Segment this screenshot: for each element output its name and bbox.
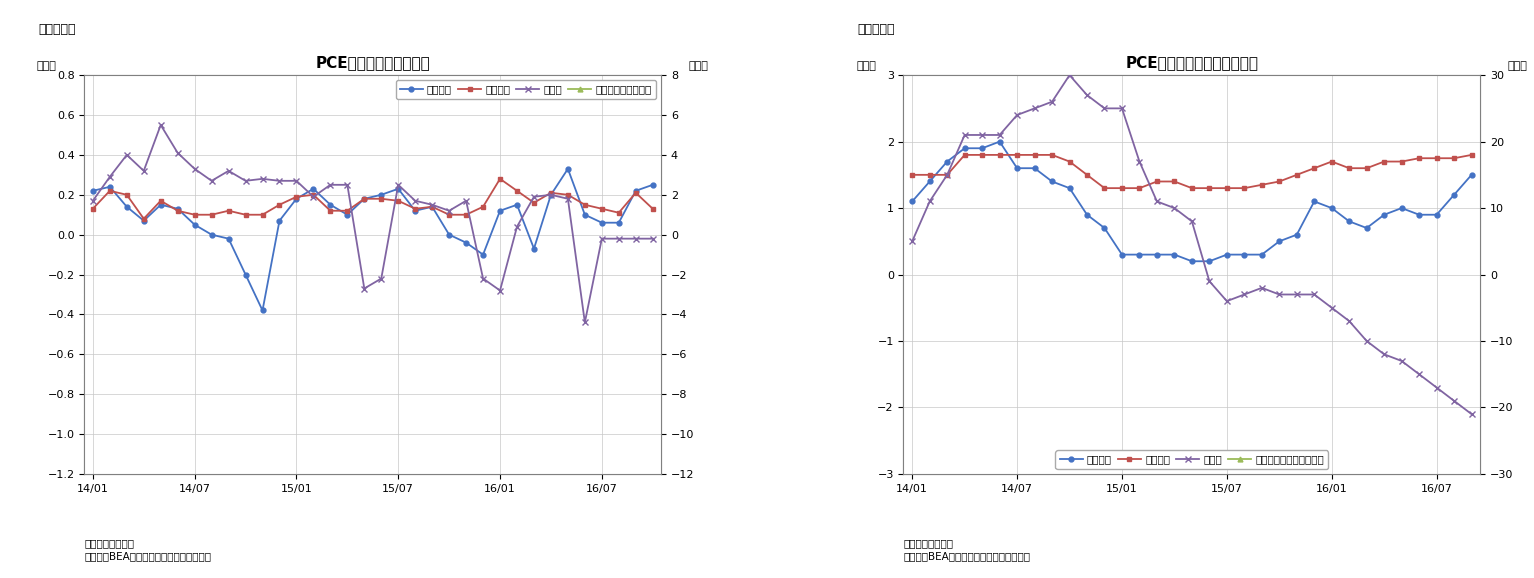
Text: （注）季節調整済
（資料）BEAよりニッセイ基礎研究所作成: （注）季節調整済 （資料）BEAよりニッセイ基礎研究所作成 bbox=[904, 538, 1031, 561]
Title: PCE価格指数（前年同月比）: PCE価格指数（前年同月比） bbox=[1126, 55, 1258, 70]
Text: （％）: （％） bbox=[37, 61, 57, 71]
Text: （％）: （％） bbox=[689, 61, 709, 71]
Text: （％）: （％） bbox=[1508, 61, 1528, 71]
Title: PCE価格指数（前月比）: PCE価格指数（前月比） bbox=[316, 55, 430, 70]
Text: （図表６）: （図表６） bbox=[38, 23, 75, 36]
Text: （％）: （％） bbox=[856, 61, 876, 71]
Text: （図表７）: （図表７） bbox=[858, 23, 894, 36]
Legend: 総合指数, コア指数, 食料品, エネルギー（右軸）: 総合指数, コア指数, 食料品, エネルギー（右軸） bbox=[396, 80, 657, 99]
Text: （注）季節調整済
（資料）BEAよりニッセイ基礎研究所作成: （注）季節調整済 （資料）BEAよりニッセイ基礎研究所作成 bbox=[84, 538, 212, 561]
Legend: 総合指数, コア指数, 食料品, エネルギー関連（右軸）: 総合指数, コア指数, 食料品, エネルギー関連（右軸） bbox=[1055, 450, 1328, 469]
